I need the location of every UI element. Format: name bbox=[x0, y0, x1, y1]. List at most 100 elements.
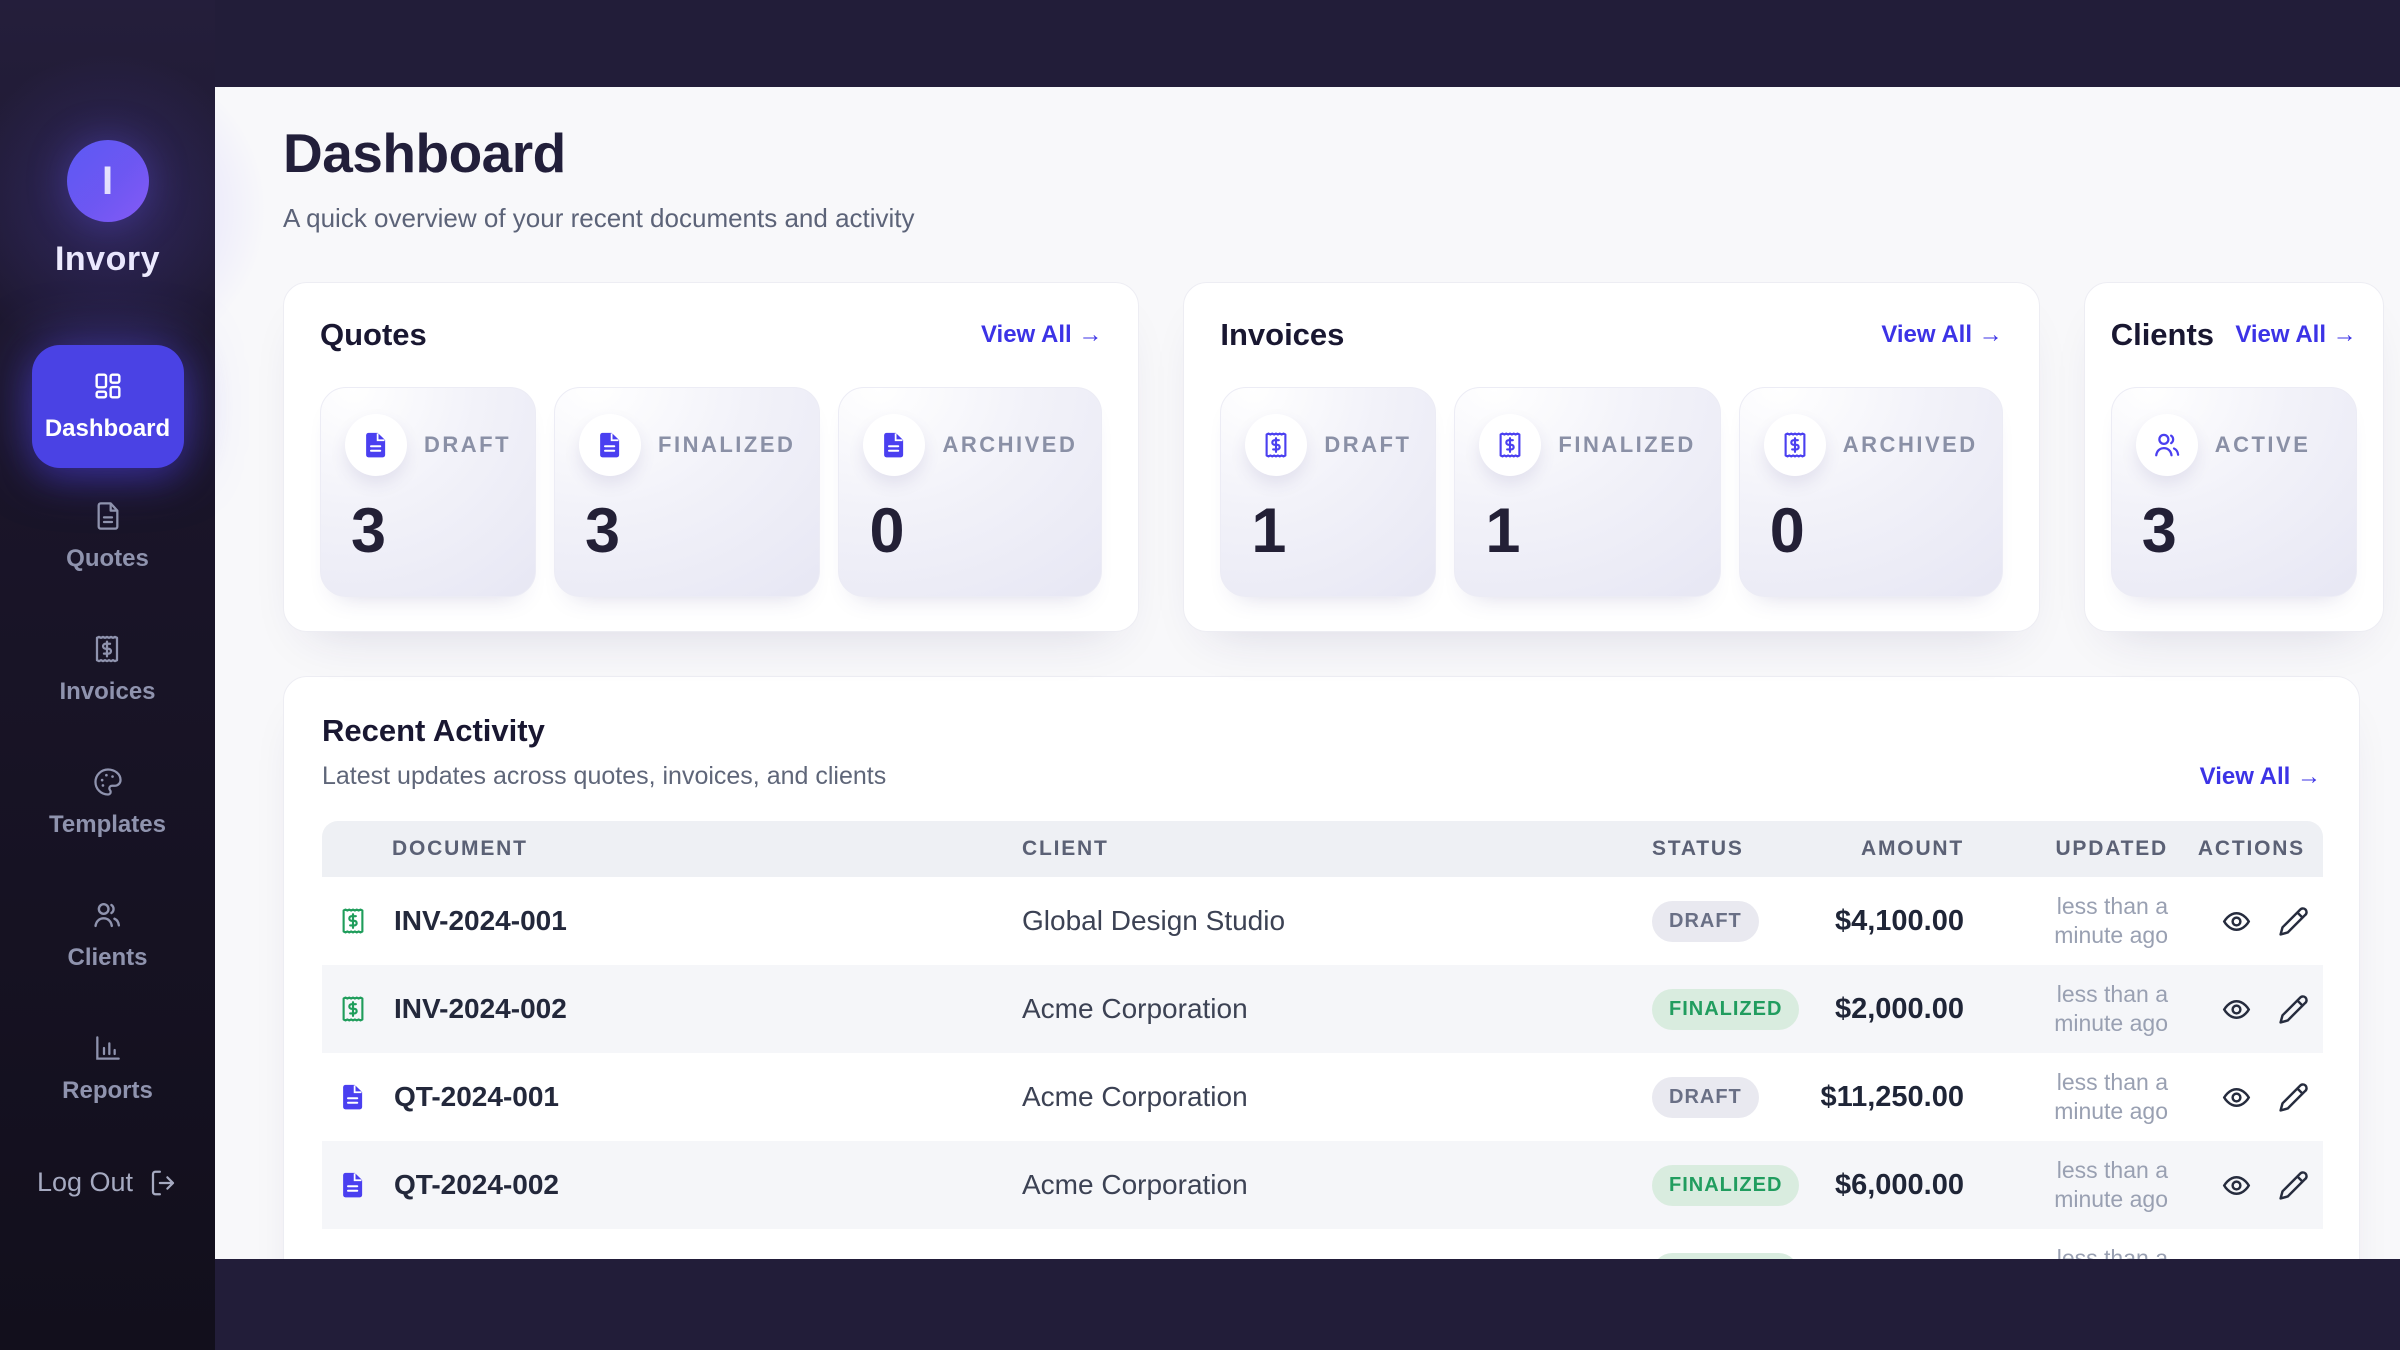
edit-button[interactable] bbox=[2278, 906, 2309, 937]
stat-label: ARCHIVED bbox=[942, 432, 1078, 457]
view-button[interactable] bbox=[2221, 1082, 2252, 1113]
stat-label: ARCHIVED bbox=[1842, 432, 1978, 457]
edit-button[interactable] bbox=[2278, 1082, 2309, 1113]
invoices-finalized-tile: FINALIZED 1 bbox=[1454, 387, 1721, 597]
receipt-icon bbox=[1763, 414, 1826, 476]
amount: $6,000.00 bbox=[1834, 1168, 1964, 1201]
column-header-client: CLIENT bbox=[1022, 821, 1652, 877]
invoices-view-all-link[interactable]: View All → bbox=[1881, 321, 2003, 348]
quote-icon bbox=[338, 1170, 368, 1200]
document-icon bbox=[345, 414, 407, 476]
sidebar-item-label: Invoices bbox=[59, 678, 156, 705]
logout-button[interactable]: Log Out bbox=[37, 1167, 178, 1198]
eye-icon bbox=[2221, 1170, 2252, 1201]
main-content: Dashboard A quick overview of your recen… bbox=[215, 87, 2400, 1259]
sidebar-item-label: Dashboard bbox=[44, 415, 171, 442]
quotes-view-all-link[interactable]: View All → bbox=[980, 321, 1103, 348]
recent-activity-subtitle: Latest updates across quotes, invoices, … bbox=[322, 762, 887, 790]
table-row: QT-2024-001 Acme Corporation DRAFT $11,2… bbox=[322, 1053, 2323, 1141]
clients-active-tile: ACTIVE 3 bbox=[2110, 387, 2357, 597]
quotes-finalized-tile: FINALIZED 3 bbox=[554, 387, 821, 597]
amount: $11,250.00 bbox=[1820, 1080, 1964, 1113]
table-row: INV-2024-001 Global Design Studio DRAFT … bbox=[322, 877, 2323, 965]
invoice-icon bbox=[338, 994, 368, 1024]
invoices-card-title: Invoices bbox=[1220, 317, 1345, 352]
client-name: TechStart Inc. bbox=[1022, 1229, 1652, 1259]
bar-chart-icon bbox=[92, 1032, 124, 1064]
sidebar-item-dashboard[interactable]: Dashboard bbox=[31, 345, 184, 468]
eye-icon bbox=[2221, 1258, 2252, 1260]
stat-label: DRAFT bbox=[424, 432, 512, 457]
status-badge: FINALIZED bbox=[1652, 988, 1800, 1030]
eye-icon bbox=[2221, 906, 2252, 937]
stat-value: 1 bbox=[1485, 496, 1521, 566]
document-id: QT-2024-003 bbox=[394, 1257, 559, 1259]
eye-icon bbox=[2221, 994, 2252, 1025]
quote-icon bbox=[338, 1082, 368, 1112]
quotes-draft-tile: DRAFT 3 bbox=[320, 387, 537, 597]
clients-card-title: Clients bbox=[2110, 317, 2215, 352]
quote-icon bbox=[338, 1258, 368, 1259]
sidebar-item-reports[interactable]: Reports bbox=[62, 1032, 153, 1105]
view-button[interactable] bbox=[2221, 906, 2252, 937]
amount: $2,000.00 bbox=[1834, 992, 1964, 1025]
sidebar-nav: Dashboard Quotes Invoices Templates Clie… bbox=[0, 345, 215, 1165]
invoices-card: Invoices View All → DRAFT 1 FINALIZED bbox=[1183, 282, 2040, 632]
pencil-icon bbox=[2278, 1258, 2309, 1260]
column-header-updated: UPDATED bbox=[1964, 821, 2168, 877]
sidebar-item-invoices[interactable]: Invoices bbox=[59, 633, 156, 706]
edit-button[interactable] bbox=[2278, 1258, 2309, 1260]
quotes-card-title: Quotes bbox=[320, 317, 427, 352]
stat-label: DRAFT bbox=[1324, 432, 1412, 457]
document-id: QT-2024-001 bbox=[394, 1081, 559, 1112]
stat-label: FINALIZED bbox=[1558, 432, 1696, 457]
column-header-document: DOCUMENT bbox=[322, 821, 1022, 877]
amount: $70,000.00 bbox=[1802, 1229, 1964, 1260]
clients-view-all-link[interactable]: View All → bbox=[2235, 321, 2357, 348]
palette-icon bbox=[92, 766, 124, 798]
status-badge: DRAFT bbox=[1652, 900, 1759, 942]
column-header-actions: ACTIONS bbox=[2168, 821, 2323, 877]
client-name: Global Design Studio bbox=[1022, 905, 1286, 936]
updated-time: less than a minute ago bbox=[2054, 1069, 2168, 1124]
sidebar-item-clients[interactable]: Clients bbox=[67, 899, 148, 972]
invoice-icon bbox=[338, 906, 368, 936]
page-title: Dashboard bbox=[283, 122, 566, 184]
document-id: INV-2024-001 bbox=[394, 905, 567, 936]
document-id: QT-2024-002 bbox=[394, 1169, 559, 1200]
pencil-icon bbox=[2278, 994, 2309, 1025]
receipt-icon bbox=[91, 633, 123, 665]
sidebar: I Invory Dashboard Quotes Invoices Templ… bbox=[0, 0, 280, 1350]
receipt-icon bbox=[1479, 414, 1542, 476]
quotes-archived-tile: ARCHIVED 0 bbox=[838, 387, 1103, 597]
app-logo: I bbox=[66, 140, 149, 222]
dashboard-grid-icon bbox=[92, 370, 124, 402]
quotes-card: Quotes View All → DRAFT 3 FINALIZED 3 bbox=[283, 282, 1140, 632]
activity-view-all-link[interactable]: View All → bbox=[2199, 763, 2321, 790]
client-name: Acme Corporation bbox=[1022, 1081, 1248, 1112]
stat-value: 0 bbox=[869, 496, 905, 566]
sidebar-item-quotes[interactable]: Quotes bbox=[66, 500, 149, 573]
clients-card: Clients View All → ACTIVE 3 bbox=[2083, 282, 2384, 632]
invoices-archived-tile: ARCHIVED 0 bbox=[1738, 387, 2003, 597]
pencil-icon bbox=[2278, 906, 2309, 937]
stat-value: 1 bbox=[1251, 496, 1287, 566]
edit-button[interactable] bbox=[2278, 994, 2309, 1025]
client-name: Acme Corporation bbox=[1022, 993, 1248, 1024]
logout-icon bbox=[148, 1168, 178, 1198]
recent-activity-table: DOCUMENT CLIENT STATUS AMOUNT UPDATED AC… bbox=[322, 821, 2323, 1259]
page-subtitle: A quick overview of your recent document… bbox=[283, 203, 915, 233]
updated-time: less than a minute ago bbox=[2054, 981, 2168, 1036]
stat-label: ACTIVE bbox=[2214, 432, 2311, 457]
pencil-icon bbox=[2278, 1082, 2309, 1113]
view-button[interactable] bbox=[2221, 994, 2252, 1025]
sidebar-item-templates[interactable]: Templates bbox=[49, 766, 166, 839]
updated-time: less than a minute ago bbox=[2056, 1245, 2168, 1259]
summary-cards-row: Quotes View All → DRAFT 3 FINALIZED 3 bbox=[283, 282, 2384, 632]
status-badge: DRAFT bbox=[1652, 1076, 1759, 1118]
brand-name: Invory bbox=[54, 240, 161, 278]
edit-button[interactable] bbox=[2278, 1170, 2309, 1201]
users-icon bbox=[91, 899, 123, 931]
view-button[interactable] bbox=[2221, 1258, 2252, 1260]
view-button[interactable] bbox=[2221, 1170, 2252, 1201]
